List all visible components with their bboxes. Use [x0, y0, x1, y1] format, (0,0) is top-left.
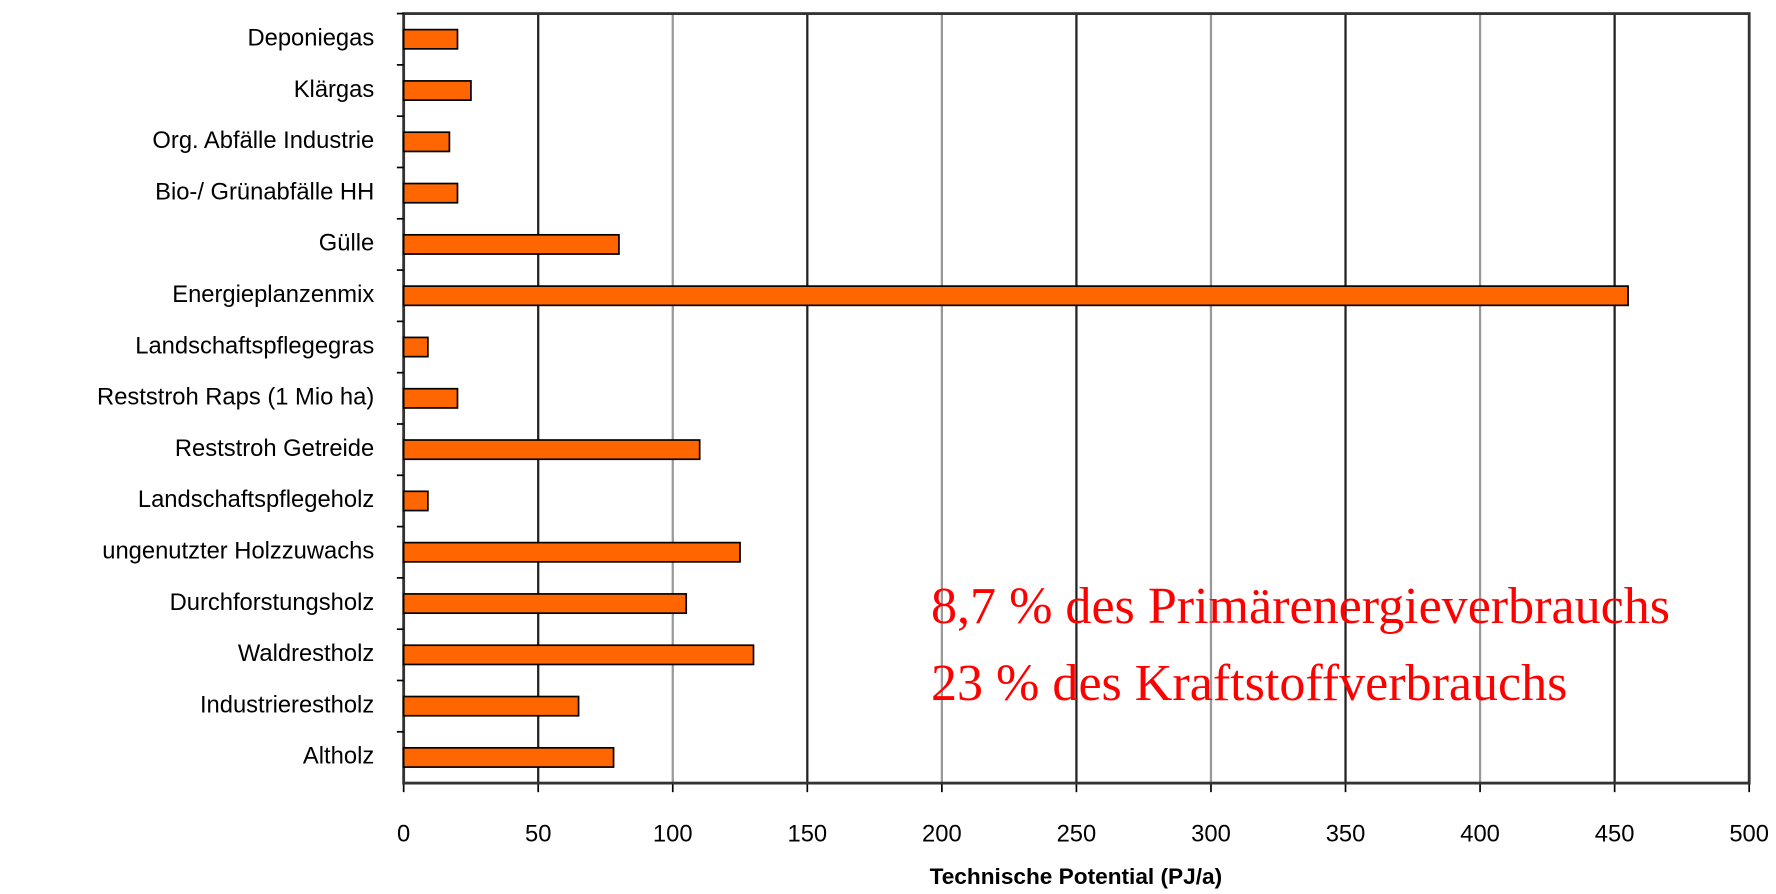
bar — [402, 593, 688, 615]
annotation: 23 % des Kraftstoffverbrauchs — [931, 655, 1567, 712]
x-tick-label: 100 — [653, 820, 693, 847]
bar — [402, 644, 755, 666]
x-tick-label: 350 — [1326, 820, 1366, 847]
y-tick-label: Gülle — [319, 230, 374, 257]
y-tick-label: Landschaftspflegegras — [135, 332, 374, 359]
y-tick-label: ungenutzter Holzzuwachs — [102, 538, 374, 565]
x-tick-label: 150 — [787, 820, 827, 847]
bar — [402, 336, 429, 358]
x-tick-label: 300 — [1191, 820, 1231, 847]
y-tick-label: Industrierestholz — [200, 691, 374, 718]
bar — [402, 182, 459, 204]
y-tick-label: Klärgas — [294, 76, 375, 103]
y-tick-label: Reststroh Raps (1 Mio ha) — [97, 384, 374, 411]
bar — [402, 285, 1629, 307]
y-tick-label: Waldrestholz — [238, 640, 374, 667]
x-tick-label: 250 — [1057, 820, 1097, 847]
x-tick-label: 500 — [1729, 820, 1769, 847]
bar — [402, 439, 701, 461]
y-tick-label: Energieplanzenmix — [172, 281, 374, 308]
bar — [402, 746, 615, 768]
y-tick-label: Landschaftspflegeholz — [138, 486, 374, 513]
bar — [402, 541, 741, 563]
x-tick-label: 400 — [1460, 820, 1500, 847]
bar — [402, 80, 472, 101]
y-tick-label: Durchforstungsholz — [170, 589, 375, 616]
y-tick-label: Reststroh Getreide — [175, 435, 374, 462]
bar — [402, 387, 459, 409]
x-axis-title: Technische Potential (PJ/a) — [930, 864, 1223, 889]
bar — [402, 490, 429, 512]
x-tick-label: 200 — [922, 820, 962, 847]
bar — [402, 131, 451, 153]
bar — [402, 695, 580, 717]
x-tick-label: 50 — [525, 820, 551, 847]
bar — [402, 233, 620, 255]
annotation: 8,7 % des Primärenergieverbrauchs — [931, 578, 1670, 635]
y-tick-label: Altholz — [303, 743, 374, 770]
bar — [402, 28, 459, 50]
y-tick-label: Org. Abfälle Industrie — [152, 127, 374, 154]
y-tick-label: Bio-/ Grünabfälle HH — [155, 178, 374, 205]
y-tick-label: Deponiegas — [247, 25, 374, 52]
x-tick-label: 0 — [397, 820, 410, 847]
x-tick-label: 450 — [1595, 820, 1635, 847]
